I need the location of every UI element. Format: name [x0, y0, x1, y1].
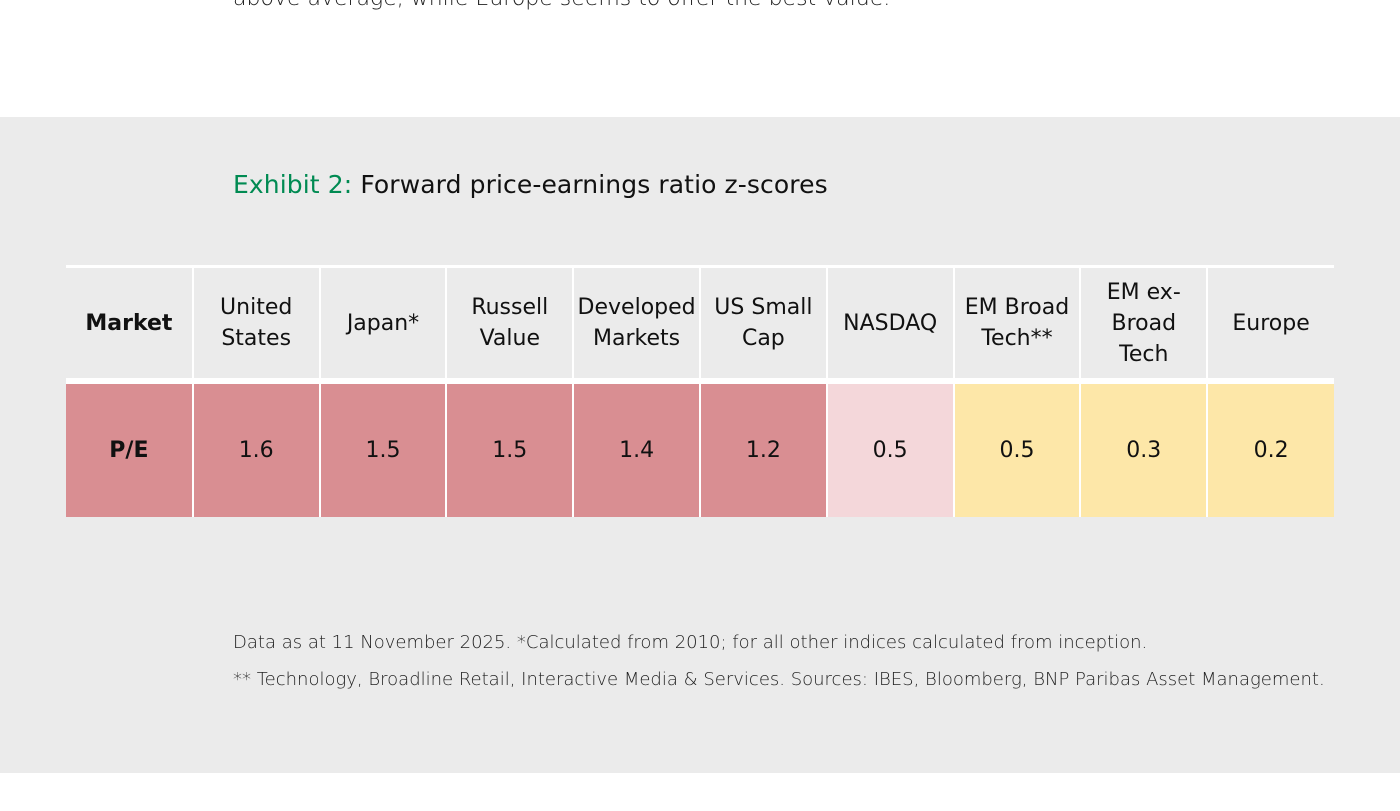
- footnote-line: ** Technology, Broadline Retail, Interac…: [233, 669, 1325, 690]
- exhibit-title: Exhibit 2: Forward price-earnings ratio …: [233, 170, 828, 199]
- value-cell: 0.2: [1206, 381, 1334, 517]
- value-cell: 0.3: [1079, 381, 1208, 517]
- row-label-cell: P/E: [66, 381, 193, 517]
- row-header-cell: Market: [66, 265, 193, 384]
- exhibit-label: Exhibit 2:: [233, 170, 353, 199]
- footnote-line: Data as at 11 November 2025. *Calculated…: [233, 632, 1148, 653]
- column-header: Europe: [1206, 265, 1334, 384]
- table-header-row: Market United States Japan* Russell Valu…: [66, 265, 1334, 384]
- footnotes: Data as at 11 November 2025. *Calculated…: [233, 624, 1325, 698]
- value-cell: 1.2: [698, 381, 827, 517]
- column-header: EM Broad Tech**: [952, 265, 1081, 384]
- pe-zscore-table: Market United States Japan* Russell Valu…: [66, 265, 1334, 517]
- value-cell: 1.4: [572, 381, 700, 517]
- column-header: Japan*: [318, 265, 447, 384]
- exhibit-title-text: Forward price-earnings ratio z-scores: [360, 170, 828, 199]
- value-cell: 1.5: [318, 381, 447, 517]
- column-header: EM ex-Broad Tech: [1079, 265, 1208, 384]
- exhibit-panel: Exhibit 2: Forward price-earnings ratio …: [0, 117, 1400, 773]
- table-row: P/E 1.6 1.5 1.5 1.4 1.2 0.5 0.5 0.3 0.2: [66, 381, 1334, 517]
- value-cell: 1.6: [191, 381, 320, 517]
- value-cell: 0.5: [952, 381, 1081, 517]
- column-header: US Small Cap: [698, 265, 827, 384]
- column-header: Russell Value: [445, 265, 574, 384]
- pe-zscore-table-wrapper: Market United States Japan* Russell Valu…: [66, 265, 1334, 517]
- column-header: United States: [191, 265, 320, 384]
- value-cell: 1.5: [445, 381, 574, 517]
- value-cell: 0.5: [825, 381, 954, 517]
- column-header: NASDAQ: [825, 265, 954, 384]
- intro-text-fragment: above average, while Europe seems to off…: [233, 0, 890, 11]
- column-header: Developed Markets: [572, 265, 700, 384]
